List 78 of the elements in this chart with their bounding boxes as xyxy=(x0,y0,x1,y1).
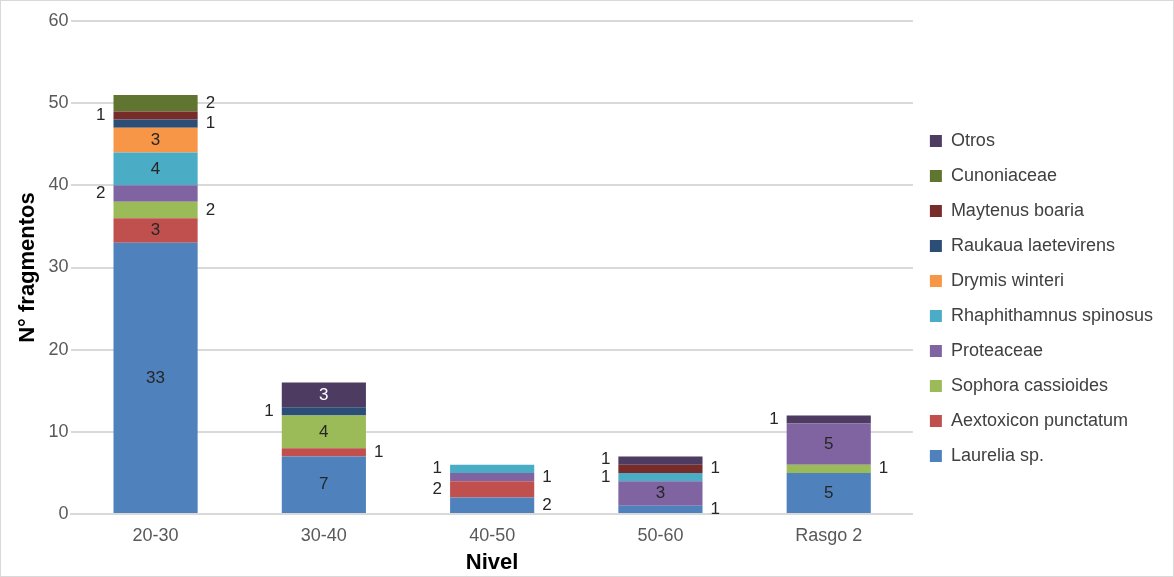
legend-label: Maytenus boaria xyxy=(950,199,1085,220)
data-label: 2 xyxy=(205,92,216,112)
data-label: 1 xyxy=(264,400,274,420)
data-label: 1 xyxy=(710,499,720,519)
x-tick-label: 30-40 xyxy=(300,524,347,545)
bar xyxy=(786,423,871,465)
data-label: 2 xyxy=(542,494,552,514)
data-label: 1 xyxy=(710,458,720,478)
data-label: 1 xyxy=(432,458,443,478)
bar xyxy=(113,152,198,186)
data-label: 1 xyxy=(205,113,216,133)
bar xyxy=(113,119,198,128)
bar xyxy=(113,185,198,202)
legend-label: Aextoxicon punctatum xyxy=(950,409,1128,430)
bar xyxy=(618,505,703,513)
data-label: 3 xyxy=(319,384,329,404)
y-tick-label: 30 xyxy=(48,256,69,277)
x-tick-label: 50-60 xyxy=(637,524,684,545)
bar xyxy=(450,481,535,498)
y-tick-label: 40 xyxy=(48,174,69,195)
bar xyxy=(281,407,366,416)
bar xyxy=(618,456,703,465)
bar xyxy=(113,111,198,120)
legend-label: Proteaceae xyxy=(950,339,1043,360)
data-label: 1 xyxy=(600,448,611,468)
data-label: 5 xyxy=(824,482,834,502)
bar xyxy=(113,94,198,112)
bar xyxy=(786,464,871,473)
y-tick-label: 0 xyxy=(58,502,69,523)
bar xyxy=(113,242,198,513)
x-axis-title: Nivel xyxy=(465,548,519,574)
bar xyxy=(450,472,535,482)
y-tick-label: 60 xyxy=(48,9,69,30)
data-label: 4 xyxy=(150,158,161,178)
data-label: 1 xyxy=(542,466,552,486)
bar xyxy=(450,497,535,513)
bar xyxy=(113,127,198,153)
y-tick-label: 50 xyxy=(48,92,69,113)
bar xyxy=(618,464,703,473)
bar xyxy=(281,382,366,408)
data-label: 4 xyxy=(319,421,329,441)
data-label: 3 xyxy=(150,220,161,240)
legend-label: Otros xyxy=(950,129,995,150)
bar xyxy=(281,415,366,449)
data-label: 1 xyxy=(600,466,611,486)
data-label: 2 xyxy=(205,199,216,219)
y-tick-label: 20 xyxy=(48,338,69,359)
data-label: 2 xyxy=(432,479,443,499)
legend-label: Raukaua laetevirens xyxy=(950,234,1115,255)
data-label: 1 xyxy=(373,442,384,462)
data-label: 1 xyxy=(878,458,889,478)
legend-label: Rhaphithamnus spinosus xyxy=(950,304,1153,325)
data-label: 5 xyxy=(824,433,834,453)
legend-label: Sophora cassioides xyxy=(950,374,1108,395)
data-label: 3 xyxy=(655,483,666,503)
x-tick-label: Rasgo 2 xyxy=(795,524,863,545)
legend-label: Cunoniaceae xyxy=(950,164,1057,185)
bar xyxy=(618,472,703,482)
data-label: 1 xyxy=(96,105,106,125)
data-label: 33 xyxy=(146,367,166,387)
bar xyxy=(786,415,871,424)
data-label: 3 xyxy=(150,129,161,149)
bar xyxy=(113,201,198,219)
legend-label: Laurelia sp. xyxy=(950,444,1044,465)
data-label: 2 xyxy=(96,183,106,203)
legend-label: Drymis winteri xyxy=(950,269,1064,290)
bar xyxy=(450,464,535,473)
y-axis-title: N° fragmentos xyxy=(14,192,40,343)
bar xyxy=(281,448,366,457)
y-tick-label: 10 xyxy=(48,420,69,441)
bar xyxy=(618,481,703,506)
x-tick-label: 20-30 xyxy=(132,524,179,545)
bar xyxy=(113,218,198,243)
data-label: 1 xyxy=(769,409,779,429)
bar xyxy=(786,472,871,513)
bar xyxy=(281,456,366,513)
data-label: 7 xyxy=(319,474,329,494)
x-tick-label: 40-50 xyxy=(469,524,516,545)
